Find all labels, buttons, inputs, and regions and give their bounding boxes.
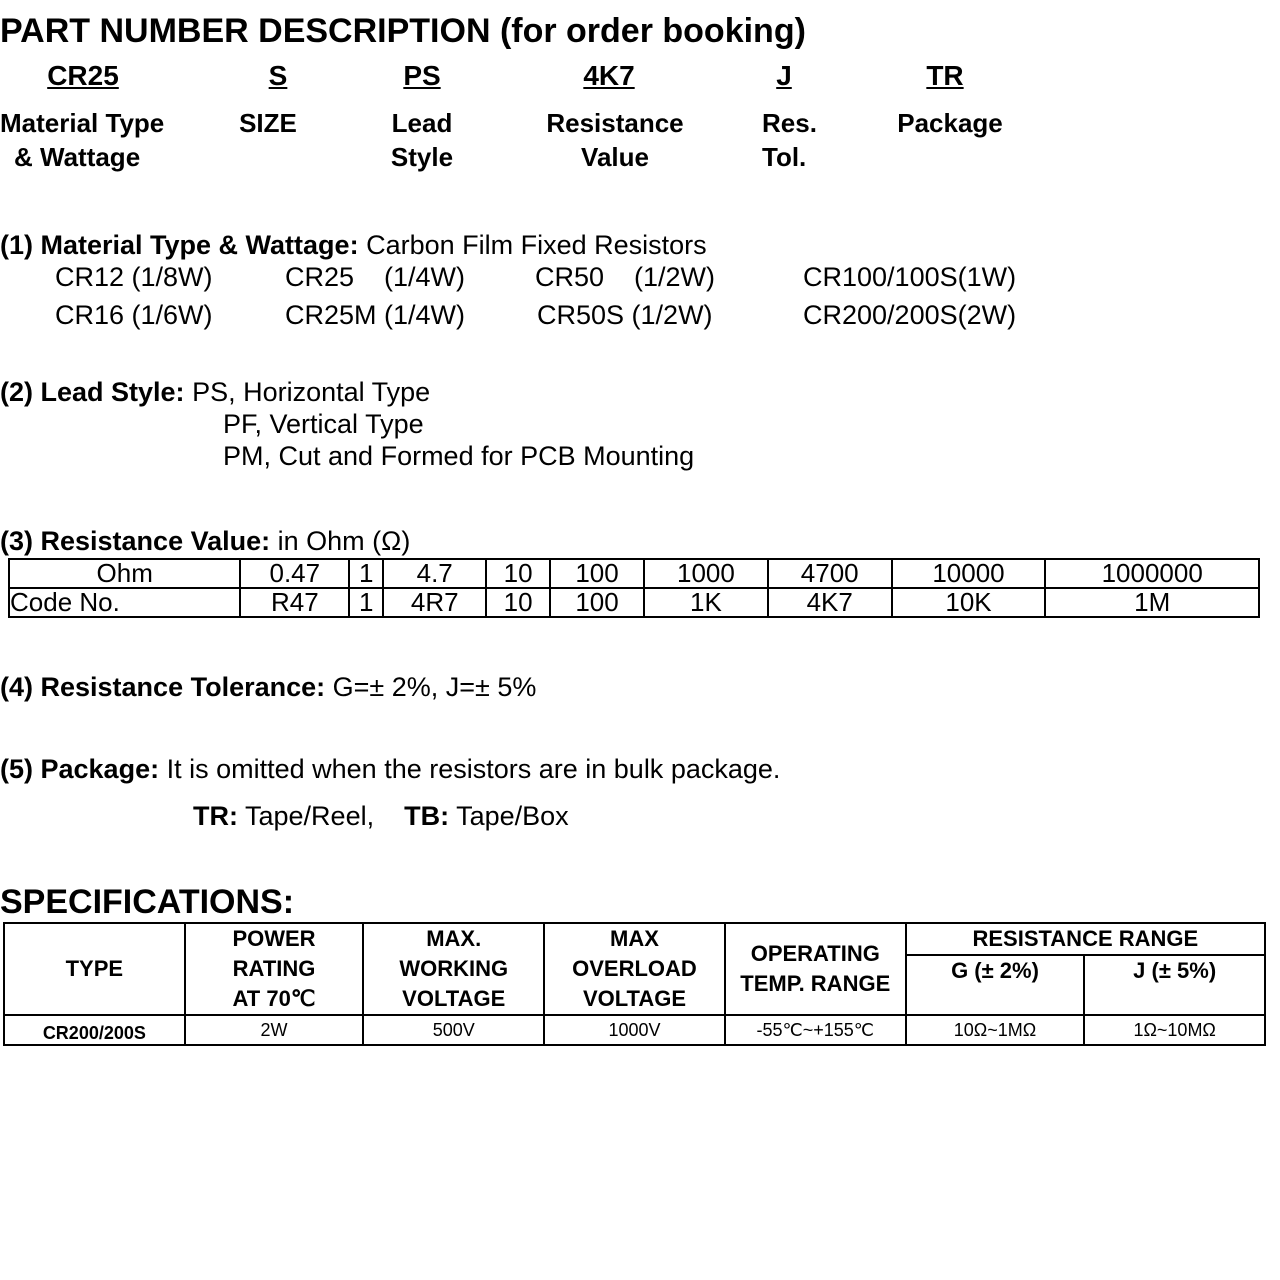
- part-code: TR: [926, 60, 964, 91]
- section-heading: (1) Material Type & Wattage:: [0, 230, 359, 260]
- material-item: CR12 (1/8W): [55, 262, 213, 292]
- column-header: J (± 5%): [1083, 954, 1266, 1016]
- part-code-label: Material Type & Wattage: [0, 106, 164, 174]
- table-cell: 100: [549, 587, 645, 618]
- table-cell: Ohm: [7, 558, 242, 589]
- table-cell: 4700: [766, 558, 893, 589]
- material-item: CR200/200S(2W): [803, 300, 1017, 330]
- section-package: (5) Package: It is omitted when the resi…: [0, 754, 780, 785]
- part-code: 4K7: [583, 60, 635, 91]
- table-cell: Code No.: [7, 587, 242, 618]
- table-cell: 1M: [1044, 587, 1260, 618]
- header-row: G (± 2%) J (± 5%): [4, 954, 1266, 1016]
- column-header: POWER RATING AT 70℃: [183, 922, 365, 1016]
- package-options: TR: Tape/Reel, TB: Tape/Box: [193, 801, 569, 832]
- table-cell: 1000V: [543, 1014, 726, 1046]
- specifications-table: TYPE POWER RATING AT 70℃ MAX. WORKING VOLT…: [3, 922, 1267, 1046]
- table-cell: 10: [485, 558, 552, 589]
- section-resistance: (3) Resistance Value: in Ohm (Ω): [0, 526, 410, 557]
- section-text: G=± 2%, J=± 5%: [332, 672, 537, 702]
- table-cell: 0.47: [239, 558, 351, 589]
- part-code: CR25: [47, 60, 119, 91]
- label-line: Package: [897, 108, 1003, 138]
- column-header: OPERATING TEMP. RANGE: [723, 922, 907, 1016]
- material-item: CR25 (1/4W): [285, 262, 466, 292]
- tb-text: Tape/Box: [456, 801, 569, 831]
- table-cell: 4R7: [382, 587, 488, 618]
- column-header: G (± 2%): [904, 954, 1086, 1016]
- part-code: S: [268, 60, 288, 91]
- table-cell: R47: [239, 587, 351, 618]
- page-title: PART NUMBER DESCRIPTION (for order booki…: [0, 12, 806, 50]
- table-cell: 500V: [362, 1014, 546, 1046]
- table-cell: CR200/200S: [3, 1014, 186, 1046]
- part-code-label: SIZE: [188, 106, 348, 140]
- label-line: & Wattage: [14, 142, 141, 172]
- table-cell: 4K7: [766, 587, 893, 618]
- table-cell: 2W: [183, 1014, 365, 1046]
- section-heading: (2) Lead Style:: [0, 377, 185, 407]
- column-header: RESISTANCE RANGE: [904, 922, 1267, 956]
- table-cell: 1: [348, 587, 385, 618]
- table-cell: -55℃~+155℃: [723, 1014, 907, 1046]
- material-item: CR50S (1/2W): [537, 300, 713, 330]
- section-lead-style: (2) Lead Style: PS, Horizontal Type: [0, 377, 430, 408]
- label-line: Material Type: [0, 108, 165, 138]
- part-code-label: Package: [865, 106, 1035, 140]
- part-code-label: Resistance Value: [535, 106, 695, 174]
- tb-label: TB:: [404, 801, 450, 831]
- table-cell: 10: [485, 587, 552, 618]
- table-cell: 4.7: [382, 558, 488, 589]
- table-row: Ohm 0.47 1 4.7 10 100 1000 4700 10000 1000000: [7, 558, 1260, 589]
- table-cell: 100: [549, 558, 645, 589]
- table-cell: 1K: [643, 587, 769, 618]
- material-item: CR16 (1/6W): [55, 300, 213, 330]
- label-line: Resistance: [546, 108, 684, 138]
- part-code-label: Lead Style: [342, 106, 502, 174]
- section-material: (1) Material Type & Wattage: Carbon Film…: [0, 230, 707, 261]
- label-line: Res.: [762, 108, 817, 138]
- specifications-heading: SPECIFICATIONS:: [0, 883, 295, 921]
- table-cell: 10K: [890, 587, 1047, 618]
- section-text: in Ohm (Ω): [277, 526, 411, 556]
- label-line: Value: [581, 142, 649, 172]
- label-line: Style: [390, 142, 454, 172]
- label-line: SIZE: [239, 108, 297, 138]
- label-line: Tol.: [762, 142, 807, 172]
- column-header: MAX OVERLOAD VOLTAGE: [543, 922, 726, 1016]
- table-cell: 1000000: [1044, 558, 1260, 589]
- table-cell: 10000: [890, 558, 1047, 589]
- resistance-code-table: Ohm 0.47 1 4.7 10 100 1000 4700 10000 1000000 Code…: [7, 558, 1260, 618]
- table-cell: 1: [348, 558, 385, 589]
- part-code: PS: [403, 60, 441, 91]
- material-item: CR25M (1/4W): [285, 300, 466, 330]
- table-cell: 1Ω~10MΩ: [1083, 1014, 1266, 1046]
- part-code: J: [776, 60, 792, 91]
- column-header: MAX. WORKING VOLTAGE: [362, 922, 546, 1016]
- table-cell: 10Ω~1MΩ: [904, 1014, 1086, 1046]
- table-cell: 1000: [643, 558, 769, 589]
- header-row: TYPE POWER RATING AT 70℃ MAX. WORKING VOLT…: [3, 922, 1267, 1016]
- column-header: TYPE: [3, 922, 186, 1016]
- section-heading: (3) Resistance Value:: [0, 526, 271, 556]
- table-row: CR200/200S 2W 500V 1000V -55℃~+155℃ 10Ω~1MΩ 1Ω…: [3, 1014, 1266, 1046]
- section-text: It is omitted when the resistors are in …: [166, 754, 781, 784]
- tr-text: Tape/Reel,: [245, 801, 375, 831]
- lead-style-item: PM, Cut and Formed for PCB Mounting: [223, 441, 695, 471]
- section-text: Carbon Film Fixed Resistors: [366, 230, 707, 260]
- part-code-label: Res. Tol.: [762, 106, 922, 174]
- section-heading: (4) Resistance Tolerance:: [0, 672, 326, 702]
- table-row: Code No. R47 1 4R7 10 100 1K 4K7 10K 1M: [7, 587, 1260, 618]
- material-item: CR50 (1/2W): [535, 262, 716, 292]
- material-item: CR100/100S(1W): [803, 262, 1017, 292]
- tr-label: TR:: [193, 801, 238, 831]
- lead-style-item: PS, Horizontal Type: [192, 377, 431, 407]
- label-line: Lead: [391, 108, 453, 138]
- lead-style-item: PF, Vertical Type: [223, 409, 424, 439]
- section-heading: (5) Package:: [0, 754, 160, 784]
- section-tolerance: (4) Resistance Tolerance: G=± 2%, J=± 5%: [0, 672, 536, 703]
